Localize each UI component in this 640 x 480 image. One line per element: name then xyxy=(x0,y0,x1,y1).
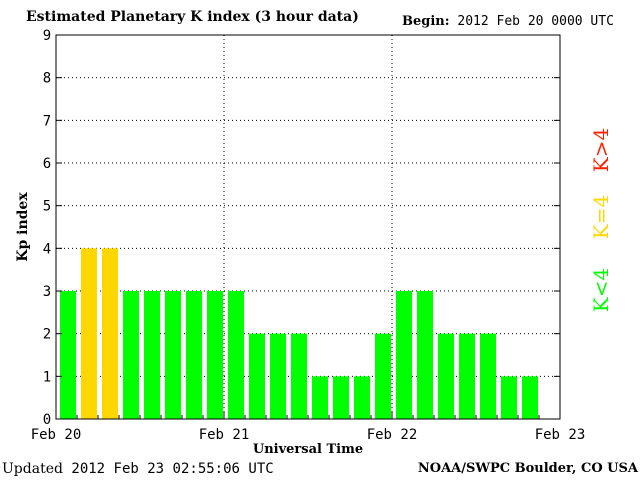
bar xyxy=(228,291,244,419)
bar xyxy=(249,333,265,419)
bars xyxy=(60,248,538,419)
legend: K<4 K=4 K>4 xyxy=(589,128,613,312)
y-tick-label: 8 xyxy=(43,71,51,87)
x-axis-label: Universal Time xyxy=(253,442,363,457)
updated-label: Updated xyxy=(2,461,63,477)
x-tick-label: Feb 21 xyxy=(199,427,250,443)
x-tick-label: Feb 23 xyxy=(535,427,586,443)
bar xyxy=(501,376,517,419)
bar xyxy=(207,291,223,419)
legend-item: K<4 xyxy=(589,268,613,312)
legend-item: K>4 xyxy=(589,128,613,172)
y-axis-label: Kp index xyxy=(15,192,31,262)
y-tick-label: 6 xyxy=(43,156,51,172)
bar xyxy=(459,333,475,419)
bar xyxy=(165,291,181,419)
bar xyxy=(186,291,202,419)
bar xyxy=(396,291,412,419)
updated-timestamp: Updated 2012 Feb 23 02:55:06 UTC xyxy=(2,461,274,477)
x-ticks: Feb 20 Feb 21 Feb 22 Feb 23 xyxy=(31,411,586,443)
bar xyxy=(375,333,391,419)
begin-value: 2012 Feb 20 0000 UTC xyxy=(457,14,614,29)
bar xyxy=(291,333,307,419)
y-tick-label: 1 xyxy=(43,369,51,385)
bar xyxy=(123,291,139,419)
bar xyxy=(522,376,538,419)
y-tick-label: 2 xyxy=(43,327,51,343)
bar xyxy=(333,376,349,419)
legend-item: K=4 xyxy=(589,195,613,239)
bar xyxy=(417,291,433,419)
bar xyxy=(60,291,76,419)
y-tick-label: 9 xyxy=(43,28,51,44)
begin-timestamp: Begin: 2012 Feb 20 0000 UTC xyxy=(402,14,614,29)
bar xyxy=(81,248,97,419)
y-ticks: 0 1 2 3 4 5 6 7 8 9 xyxy=(43,28,560,428)
bar xyxy=(312,376,328,419)
bar xyxy=(102,248,118,419)
y-tick-label: 5 xyxy=(43,199,51,215)
updated-value: 2012 Feb 23 02:55:06 UTC xyxy=(71,461,274,477)
begin-label: Begin: xyxy=(402,14,450,29)
y-tick-label: 4 xyxy=(43,241,51,257)
bar xyxy=(270,333,286,419)
x-tick-label: Feb 22 xyxy=(367,427,418,443)
x-tick-label: Feb 20 xyxy=(31,427,82,443)
credit-text: NOAA/SWPC Boulder, CO USA xyxy=(417,461,638,476)
y-tick-label: 3 xyxy=(43,284,51,300)
y-tick-label: 7 xyxy=(43,113,51,129)
bar xyxy=(354,376,370,419)
bar xyxy=(144,291,160,419)
bar xyxy=(438,333,454,419)
chart-title: Estimated Planetary K index (3 hour data… xyxy=(26,9,359,25)
y-tick-label: 0 xyxy=(43,412,51,428)
bar xyxy=(480,333,496,419)
